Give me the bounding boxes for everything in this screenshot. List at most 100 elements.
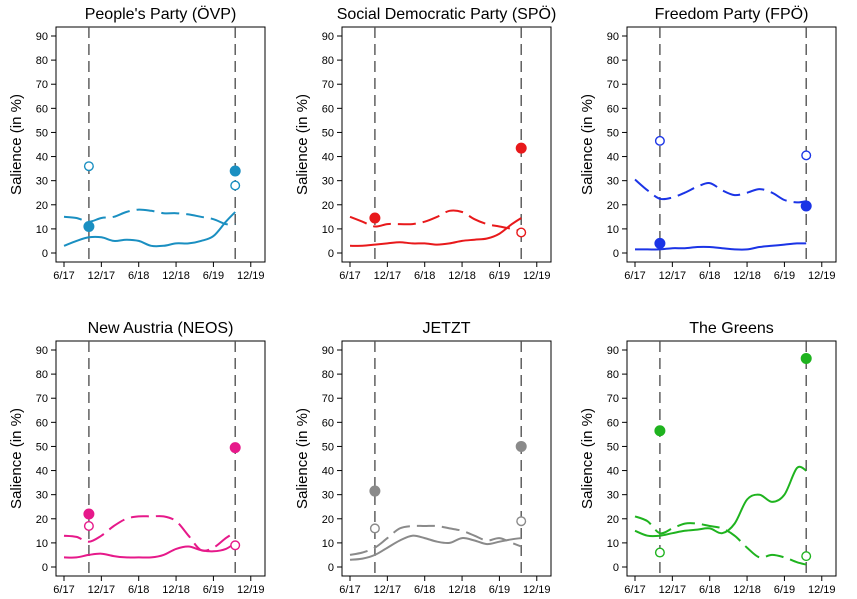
y-tick-label: 0 [613,248,619,260]
x-tick-label: 6/17 [53,270,74,282]
y-tick-label: 10 [322,224,334,236]
y-tick-label: 10 [36,538,48,550]
panel-title: The Greens [689,320,773,337]
panel-title: People's Party (ÖVP) [85,5,237,23]
data-point-open [654,547,665,558]
x-tick-label: 6/18 [128,584,149,596]
y-tick-label: 50 [36,441,48,453]
series-line-solid [63,211,236,248]
series-line-solid [635,242,807,251]
series-line-dashed [63,515,236,552]
x-tick-label: 6/19 [489,270,510,282]
x-tick-label: 12/18 [448,584,476,596]
y-tick-label: 80 [322,55,334,67]
x-tick-label: 6/17 [339,584,360,596]
data-point-filled [83,220,95,232]
y-tick-label: 0 [42,562,48,574]
y-tick-label: 50 [322,441,334,453]
y-tick-label: 70 [607,393,619,405]
y-tick-label: 80 [607,369,619,381]
x-tick-label: 12/19 [808,270,836,282]
x-tick-label: 6/18 [699,270,720,282]
y-tick-label: 70 [36,393,48,405]
y-tick-label: 30 [607,176,619,188]
panel-title: New Austria (NEOS) [88,320,234,337]
panel-1: People's Party (ÖVP) Salience (in %) 0 10 20… [8,5,266,282]
data-point-filled [515,440,527,452]
data-point-open [516,516,527,527]
x-tick-label: 6/17 [339,270,360,282]
data-point-filled [800,200,812,212]
y-tick-label: 40 [322,466,334,478]
x-tick-label: 12/19 [808,584,836,596]
y-tick-label: 10 [607,538,619,550]
x-tick-label: 12/19 [523,584,551,596]
data-point-filled [369,212,381,224]
panel-title: Freedom Party (FPÖ) [655,5,809,23]
y-tick-label: 0 [613,562,619,574]
y-tick-label: 20 [607,514,619,526]
y-tick-label: 50 [322,127,334,139]
data-point-open [654,135,665,146]
x-tick-label: 6/19 [489,584,510,596]
y-tick-label: 20 [322,514,334,526]
y-tick-label: 90 [36,31,48,43]
x-tick-label: 6/19 [203,584,224,596]
y-tick-label: 40 [36,466,48,478]
x-tick-label: 12/18 [733,584,761,596]
data-point-filled [515,142,527,154]
panel-title: JETZT [423,320,471,337]
y-tick-label: 70 [322,393,334,405]
x-tick-label: 6/18 [414,270,435,282]
x-tick-label: 12/17 [659,584,687,596]
x-tick-label: 6/17 [624,270,645,282]
data-point-filled [229,165,241,177]
y-tick-label: 60 [322,103,334,115]
x-tick-label: 6/18 [128,270,149,282]
series-line-solid [349,534,522,561]
y-axis-label: Salience (in %) [8,94,25,195]
y-tick-label: 70 [36,79,48,91]
y-tick-label: 60 [36,417,48,429]
y-tick-label: 20 [322,200,334,212]
plot-frame [55,340,266,577]
data-point-filled [654,237,666,249]
plot-frame [55,26,266,263]
y-tick-label: 60 [607,103,619,115]
x-tick-label: 6/19 [203,270,224,282]
data-point-filled [800,352,812,364]
x-tick-label: 12/18 [733,270,761,282]
data-point-open [83,161,94,172]
plot-frame [341,340,552,577]
data-point-filled [229,442,241,454]
x-tick-label: 12/18 [448,270,476,282]
x-tick-label: 12/17 [374,270,402,282]
x-tick-label: 12/18 [162,270,190,282]
y-tick-label: 80 [322,369,334,381]
x-tick-label: 12/19 [237,270,265,282]
data-point-open [801,551,812,562]
series-line-solid [63,542,236,559]
data-point-open [83,521,94,532]
x-tick-label: 12/17 [88,584,116,596]
y-tick-label: 60 [607,417,619,429]
data-point-open [801,150,812,161]
y-tick-label: 30 [322,176,334,188]
y-tick-label: 80 [36,369,48,381]
plot-frame [626,340,837,577]
x-tick-label: 12/17 [88,270,116,282]
plot-frame [626,26,837,263]
y-tick-label: 20 [36,200,48,212]
plot-frame [341,26,552,263]
y-tick-label: 20 [36,514,48,526]
y-tick-label: 10 [322,538,334,550]
panel-5: JETZT Salience (in %) 0 10 20 30 40 50 60 70 80 90 6… [294,320,552,596]
x-tick-label: 12/17 [659,270,687,282]
y-tick-label: 30 [36,490,48,502]
data-point-open [230,540,241,551]
panel-3: Freedom Party (FPÖ) Salience (in %) 0 10 20 3… [579,5,837,282]
panel-4: New Austria (NEOS) Salience (in %) 0 10 20 30… [8,320,266,596]
y-tick-label: 80 [36,55,48,67]
y-tick-label: 90 [322,31,334,43]
y-tick-label: 80 [607,55,619,67]
